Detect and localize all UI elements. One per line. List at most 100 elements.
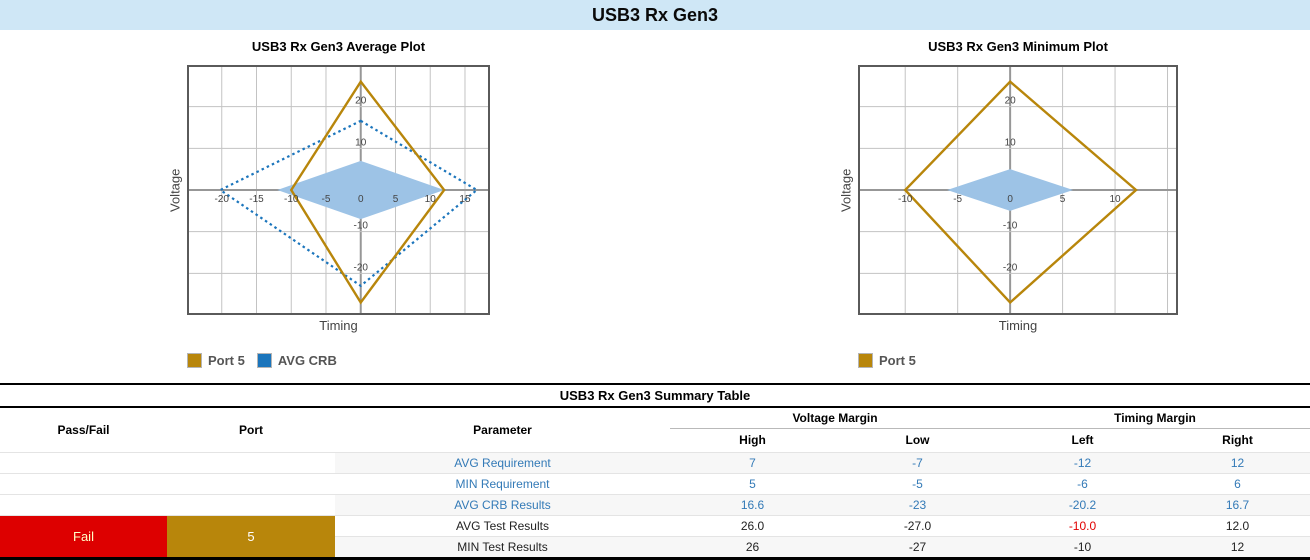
y-axis-label: Voltage <box>838 168 854 212</box>
col-header-right: Right <box>1222 433 1253 447</box>
legend-label: Port 5 <box>208 353 245 368</box>
x-tick-label: 10 <box>1109 194 1121 205</box>
voltage-high-cell: 16.6 <box>670 494 835 516</box>
voltage-high-cell: 26.0 <box>670 515 835 537</box>
timing-right-cell: 6 <box>1165 473 1310 495</box>
y-tick-label: -20 <box>354 262 369 273</box>
parameter-cell[interactable]: AVG CRB Results <box>335 494 670 516</box>
legend-label: AVG CRB <box>277 353 337 368</box>
legend-average: Port 5 AVG CRB <box>187 352 490 369</box>
legend-swatch <box>187 353 202 368</box>
voltage-high-cell: 7 <box>670 452 835 474</box>
legend-swatch <box>858 353 873 368</box>
timing-right-cell: 12 <box>1165 452 1310 474</box>
chart-average-plot: USB3 Rx Gen3 Average Plot Voltage -20 -15… <box>163 39 490 369</box>
port-empty-cell <box>167 473 335 495</box>
legend-minimum: Port 5 <box>858 352 1178 369</box>
legend-swatch <box>256 353 272 368</box>
voltage-high-cell: 26 <box>670 536 835 559</box>
page-header: USB3 Rx Gen3 <box>0 0 1310 30</box>
summary-table: Pass/Fail Port Parameter Voltage Margin … <box>0 408 1310 560</box>
pass-fail-empty-cell <box>0 452 167 474</box>
x-tick-label: 0 <box>358 194 364 205</box>
port-empty-cell <box>167 452 335 474</box>
voltage-low-cell: -5 <box>835 473 1000 495</box>
parameter-cell[interactable]: AVG Requirement <box>335 452 670 474</box>
legend-item-port-5: Port 5 <box>187 353 245 368</box>
pass-fail-empty-cell <box>0 473 167 495</box>
plot-border <box>858 65 1178 315</box>
y-tick-label: 20 <box>1005 96 1017 107</box>
table-row: MIN Test Results 26 -27 -10 12 <box>0 536 1310 559</box>
x-tick-label: 15 <box>459 194 471 205</box>
series-min-requirement <box>947 169 1074 211</box>
summary-table-title: USB3 Rx Gen3 Summary Table <box>0 383 1310 408</box>
y-tick-label: -20 <box>1003 262 1018 273</box>
col-header-pass-fail: Pass/Fail <box>57 423 110 437</box>
table-row: Fail 5 AVG Test Results 26.0 -27.0 -10.0 12.0 <box>0 515 1310 559</box>
pass-fail-empty-cell <box>0 494 167 516</box>
group-header-timing-margin: Timing Margin <box>1000 408 1310 429</box>
y-tick-label: 20 <box>355 96 367 107</box>
port-empty-cell <box>167 494 335 516</box>
timing-left-cell: -20.2 <box>1000 494 1165 516</box>
legend-item-port-5: Port 5 <box>858 353 916 368</box>
col-header-parameter: Parameter <box>473 423 532 437</box>
legend-item-avg-crb: AVG CRB <box>256 353 337 368</box>
average-plot-canvas: -20 -15 -10 -5 0 5 10 15 20 10 -10 -20 <box>187 65 490 315</box>
timing-left-cell: -12 <box>1000 452 1165 474</box>
series-port-5 <box>903 80 1138 305</box>
col-header-low: Low <box>905 433 930 447</box>
voltage-low-cell: -27 <box>835 536 1000 559</box>
summary-table-head: Pass/Fail Port Parameter Voltage Margin … <box>0 408 1310 453</box>
x-axis-label: Timing <box>319 318 358 333</box>
series-avg-crb <box>218 119 479 288</box>
col-header-left: Left <box>1071 433 1094 447</box>
voltage-low-cell: -23 <box>835 494 1000 516</box>
x-axis-label: Timing <box>998 318 1038 333</box>
legend-label: Port 5 <box>879 353 916 368</box>
y-axis-label: Voltage <box>167 168 183 212</box>
series-port-5 <box>289 79 446 305</box>
x-tick-label: 10 <box>425 194 437 205</box>
page-title: USB3 Rx Gen3 <box>591 4 719 25</box>
x-tick-label: 0 <box>1007 194 1013 205</box>
charts-row: USB3 Rx Gen3 Average Plot Voltage -20 -15… <box>0 30 1310 383</box>
chart-title-minimum: USB3 Rx Gen3 Minimum Plot <box>928 39 1108 54</box>
pass-fail-status-cell: Fail <box>0 515 167 559</box>
x-tick-label: -20 <box>215 194 230 205</box>
timing-right-cell: 12.0 <box>1165 515 1310 537</box>
voltage-low-cell: -27.0 <box>835 515 1000 537</box>
chart-title-average: USB3 Rx Gen3 Average Plot <box>251 39 426 54</box>
timing-left-cell: -10.0 <box>1000 515 1165 537</box>
plot-border <box>187 65 490 315</box>
minimum-plot-canvas: -10 -5 0 5 10 20 10 -10 -20 <box>858 65 1178 315</box>
table-row: AVG CRB Results 16.6 -23 -20.2 16.7 <box>0 494 1310 516</box>
timing-right-cell: 12 <box>1165 536 1310 559</box>
y-tick-label: -10 <box>1003 221 1018 232</box>
y-tick-label: -10 <box>354 221 369 232</box>
x-tick-label: 5 <box>393 194 399 205</box>
summary-table-section: USB3 Rx Gen3 Summary Table Pass/Fail Por… <box>0 383 1310 560</box>
table-row: AVG Requirement 7 -7 -12 12 <box>0 452 1310 474</box>
y-tick-label: 10 <box>1005 137 1017 148</box>
voltage-low-cell: -7 <box>835 452 1000 474</box>
y-tick-label: 10 <box>355 137 367 148</box>
port-number-cell: 5 <box>167 515 335 559</box>
col-header-port: Port <box>239 423 263 437</box>
table-row: MIN Requirement 5 -5 -6 6 <box>0 473 1310 495</box>
parameter-cell: MIN Test Results <box>335 536 670 559</box>
timing-right-cell: 16.7 <box>1165 494 1310 516</box>
parameter-cell[interactable]: MIN Requirement <box>335 473 670 495</box>
x-tick-label: -5 <box>322 194 331 205</box>
timing-left-cell: -10 <box>1000 536 1165 559</box>
x-tick-label: -10 <box>898 194 913 205</box>
x-tick-label: -5 <box>953 194 962 205</box>
x-tick-label: -15 <box>249 194 264 205</box>
plot-row: Voltage -20 -15 -10 -5 0 5 10 15 20 10 -10 -20 <box>163 65 490 315</box>
parameter-cell: AVG Test Results <box>335 515 670 537</box>
plot-row: Voltage -10 -5 0 5 10 20 10 -10 -20 <box>834 65 1178 315</box>
x-tick-label: -10 <box>284 194 299 205</box>
summary-table-body: AVG Requirement 7 -7 -12 12 MIN Requirement 5-… <box>0 452 1310 559</box>
